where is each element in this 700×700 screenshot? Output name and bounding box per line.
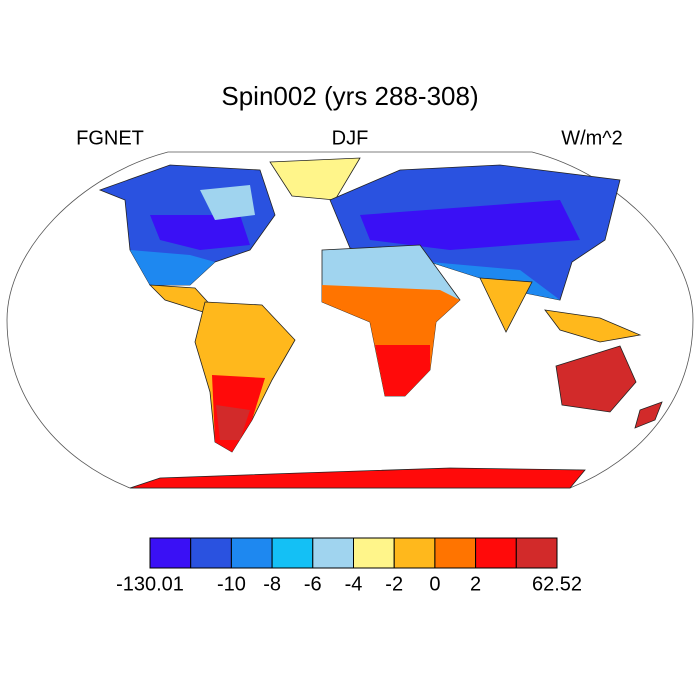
antarctica	[129, 467, 586, 489]
left-label: FGNET	[76, 127, 144, 149]
colorbar-box	[434, 537, 477, 569]
center-label: DJF	[332, 127, 369, 149]
colorbar-box	[312, 537, 354, 569]
north-america-core	[150, 215, 250, 250]
colorbar-label: -8	[263, 573, 281, 595]
colorbar-label: -2	[385, 573, 403, 595]
colorbar-box	[393, 537, 436, 569]
title: Spin002 (yrs 288-308)	[221, 81, 478, 111]
africa-south	[375, 345, 430, 396]
india	[479, 277, 533, 333]
colorbar: -130.01 -10 -8 -6 -4 -2 0 2 62.52	[116, 537, 582, 595]
colorbar-box	[353, 537, 395, 569]
eurasia-core	[360, 200, 580, 250]
colorbar-label: 0	[429, 573, 440, 595]
hudson-region	[200, 185, 255, 220]
colorbar-label: 62.52	[532, 573, 582, 595]
colorbar-label: -10	[217, 573, 246, 595]
colorbar-box	[190, 537, 232, 569]
colorbar-label: 2	[470, 573, 481, 595]
colorbar-box	[230, 537, 273, 569]
colorbar-box	[149, 537, 192, 569]
map	[6, 151, 694, 489]
colorbar-box	[475, 537, 517, 569]
colorbar-label: -4	[345, 573, 363, 595]
colorbar-box	[271, 537, 314, 569]
colorbar-box	[515, 537, 558, 569]
north-america-south	[130, 250, 215, 285]
australia	[555, 345, 637, 413]
indonesia	[544, 309, 642, 343]
colorbar-label: -130.01	[116, 573, 184, 595]
right-label: W/m^2	[561, 127, 623, 149]
colorbar-label: -6	[304, 573, 322, 595]
patagonia	[216, 405, 250, 440]
new-zealand	[634, 401, 663, 429]
